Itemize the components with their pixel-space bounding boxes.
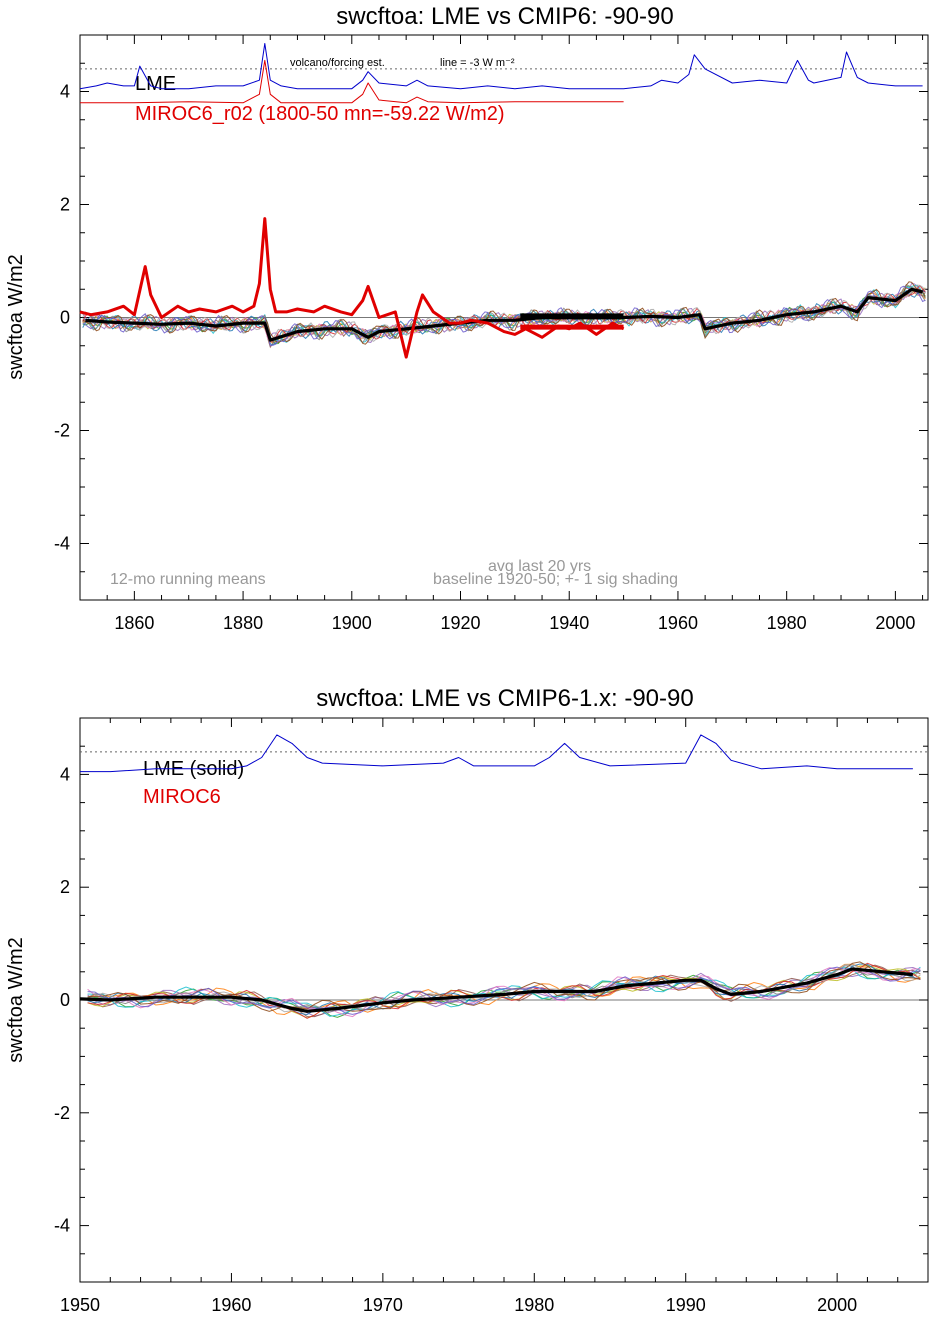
x-tick-label: 1960 — [658, 613, 698, 633]
ensemble-member-line — [87, 966, 921, 1015]
series-line-miroc6-forcing — [80, 59, 624, 104]
x-tick-label: 1980 — [767, 613, 807, 633]
x-tick-label: 1990 — [666, 1295, 706, 1315]
x-tick-label: 1880 — [223, 613, 263, 633]
y-tick-label: -4 — [54, 534, 70, 554]
x-tick-label: 1920 — [440, 613, 480, 633]
series-line-miroc6-r02 — [79, 217, 625, 359]
y-tick-label: -2 — [54, 1103, 70, 1123]
series-line-lme — [85, 287, 923, 342]
x-tick-label: 1950 — [60, 1295, 100, 1315]
x-tick-label: 1960 — [211, 1295, 251, 1315]
ensemble-member-line — [87, 967, 921, 1018]
top-legend-lme: LME — [135, 73, 176, 95]
series-line-lme-solid- — [79, 967, 914, 1013]
bottom-chart-title: swcftoa: LME vs CMIP6-1.x: -90-90 — [316, 685, 693, 712]
y-tick-label: -2 — [54, 421, 70, 441]
bottom-y-axis-label: swcftoa W/m2 — [5, 937, 27, 1063]
x-tick-label: 2000 — [875, 613, 915, 633]
bottom-legend-miroc: MIROC6 — [143, 786, 221, 808]
y-tick-label: 0 — [60, 308, 70, 328]
x-tick-label: 1900 — [332, 613, 372, 633]
x-tick-label: 1980 — [514, 1295, 554, 1315]
top-chart-title: swcftoa: LME vs CMIP6: -90-90 — [336, 3, 673, 30]
top-legend-miroc: MIROC6_r02 (1800-50 mn=-59.22 W/m2) — [135, 103, 505, 125]
x-tick-label: 1940 — [549, 613, 589, 633]
top-panel: swcftoa: LME vs CMIP6: -90-90 swcftoa W/… — [5, 3, 929, 633]
volcano-annotation: volcano/forcing est. — [290, 57, 385, 69]
avg-note: avg last 20 yrs — [488, 558, 591, 575]
ensemble-member-line — [82, 285, 926, 347]
y-tick-label: 4 — [60, 764, 70, 784]
x-tick-label: 1970 — [363, 1295, 403, 1315]
x-tick-label: 1860 — [114, 613, 154, 633]
series-line-lme-forcing — [79, 43, 923, 90]
y-tick-label: 4 — [60, 82, 70, 102]
y-tick-label: 2 — [60, 195, 70, 215]
line-annotation: line = -3 W m⁻² — [440, 57, 515, 69]
y-tick-label: -4 — [54, 1216, 70, 1236]
y-tick-label: 0 — [60, 990, 70, 1010]
bottom-panel: swcftoa: LME vs CMIP6-1.x: -90-90 swcfto… — [5, 685, 929, 1315]
x-tick-label: 2000 — [817, 1295, 857, 1315]
running-mean-note: 12-mo running means — [110, 571, 266, 588]
y-tick-label: 2 — [60, 877, 70, 897]
baseline-note: baseline 1920-50; +- 1 sig shading — [433, 571, 678, 588]
top-y-axis-label: swcftoa W/m2 — [5, 254, 27, 380]
series-line-lme-forcing — [80, 734, 913, 773]
